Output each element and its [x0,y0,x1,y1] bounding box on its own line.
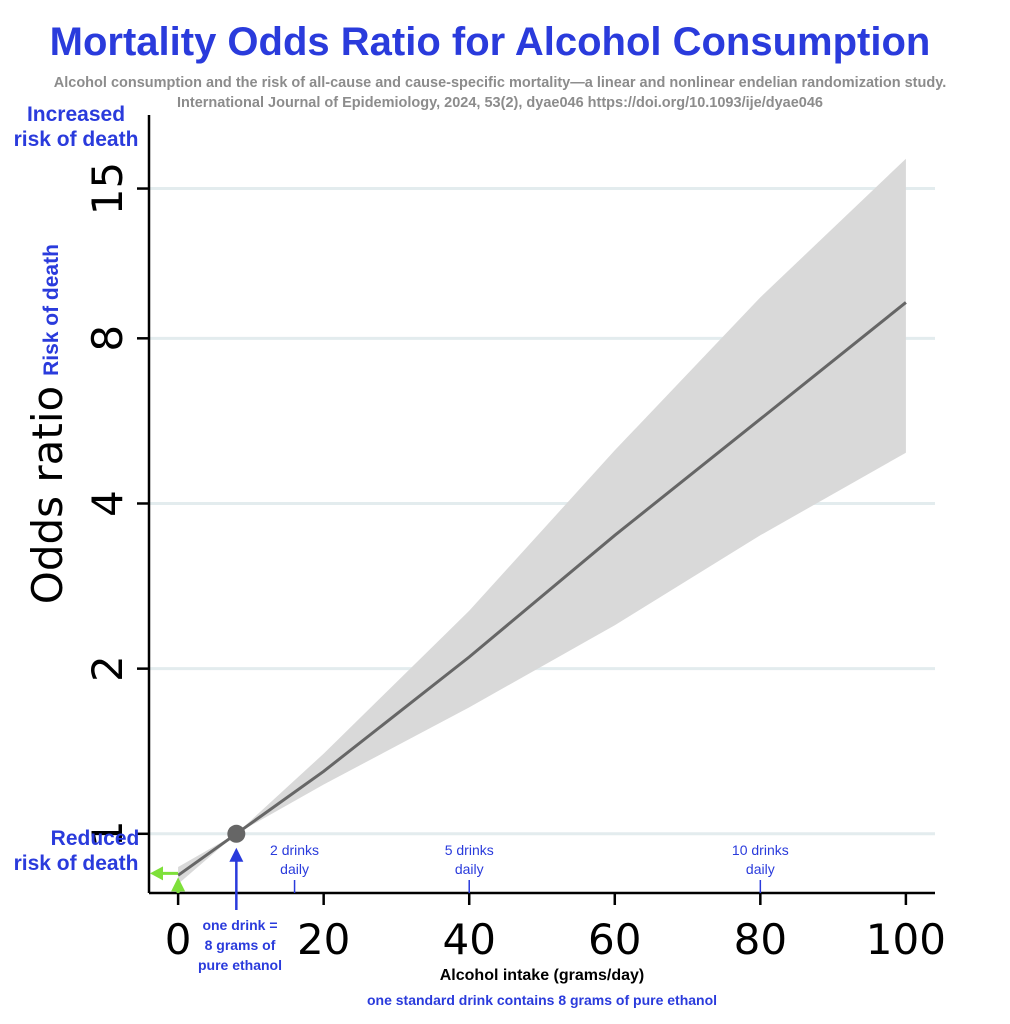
citation-line-2: International Journal of Epidemiology, 2… [177,95,823,111]
x-tick-label-80: 80 [734,915,787,964]
y-tick-label-8: 8 [83,325,132,352]
green-arrow-up-head [171,877,186,892]
drink-marker-label-0-line1: 2 drinks [270,842,319,858]
drink-marker-label-2-line2: daily [746,861,775,877]
reference-point [227,824,246,843]
confidence-band [178,158,906,884]
x-ticks: 0 20 40 60 80 100 [165,893,946,964]
y-axis-label: Odds ratio [23,386,72,604]
y-tick-label-15: 15 [83,162,132,215]
x-axis-label: Alcohol intake (grams/day) [440,967,645,984]
one-drink-line-1: one drink = [202,917,277,933]
one-drink-arrow-head [229,847,244,862]
y-ticks: 1 2 4 8 15 [83,162,149,847]
drink-marker-label-0-line2: daily [280,861,309,877]
green-arrow-left-head [150,866,163,881]
reduced-risk-line-2: risk of death [14,852,139,875]
x-tick-label-60: 60 [588,915,641,964]
y-tick-label-4: 4 [83,490,132,517]
x-tick-label-0: 0 [165,915,192,964]
drink-marker-label-1-line2: daily [455,861,484,877]
increased-risk-line-1: Increased [27,103,125,126]
arrows [150,847,244,910]
odds-ratio-series [177,301,907,877]
y-tick-label-1: 1 [83,820,132,847]
drink-marker-label-2-line1: 10 drinks [732,842,789,858]
standard-drink-note: one standard drink contains 8 grams of p… [367,992,717,1008]
chart-title: Mortality Odds Ratio for Alcohol Consump… [50,20,931,64]
x-tick-label-40: 40 [442,915,495,964]
risk-of-death-label: Risk of death [40,244,63,376]
citation-line-1: Alcohol consumption and the risk of all-… [54,75,946,91]
drink-markers: 2 drinks daily 5 drinks daily 10 drinks daily [270,842,789,893]
x-tick-label-100: 100 [866,915,946,964]
increased-risk-line-2: risk of death [14,128,139,151]
confidence-band-area [178,158,906,884]
x-tick-label-20: 20 [297,915,350,964]
reduced-risk-line-1: Reduced [51,827,140,850]
y-tick-label-2: 2 [83,655,132,682]
one-drink-line-2: 8 grams of [205,937,276,953]
drink-marker-label-1-line1: 5 drinks [445,842,494,858]
one-drink-line-3: pure ethanol [198,957,282,973]
